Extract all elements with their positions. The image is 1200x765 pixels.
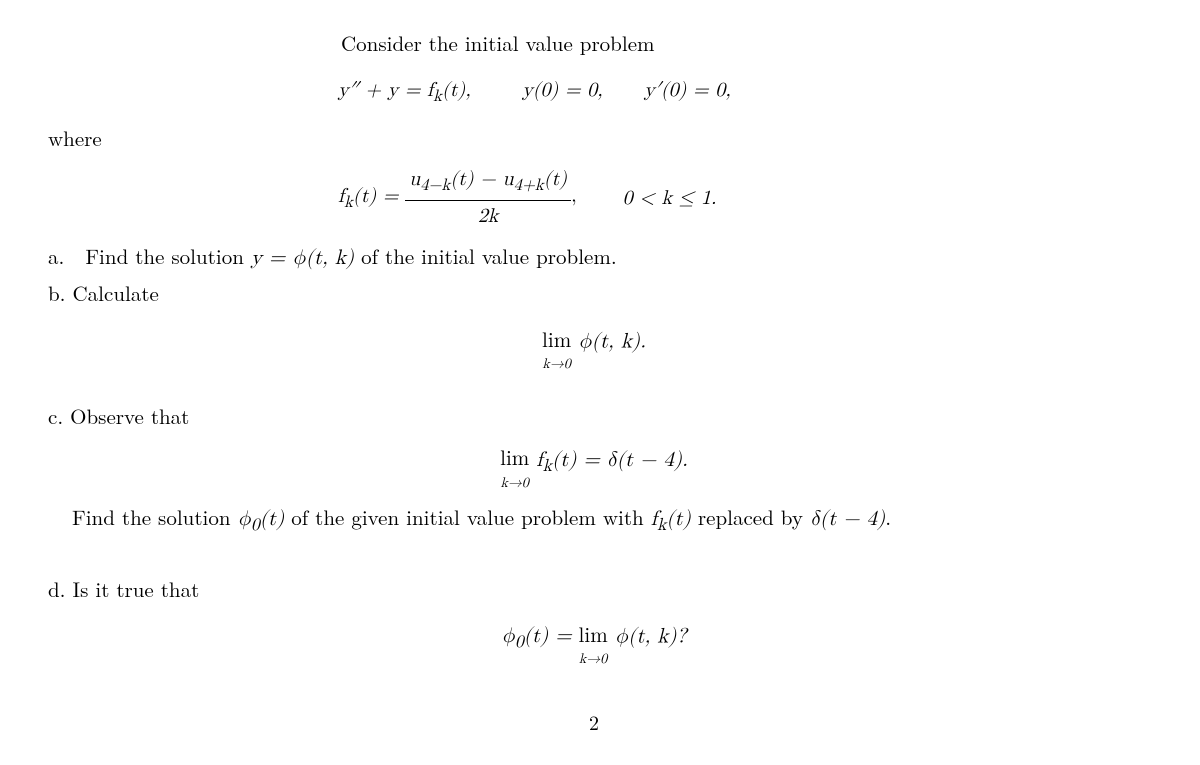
part-d-expr: ϕ(t, k)?: [615, 626, 687, 647]
fk-definition-row: fk(t) = u4−k(t) − u4+k(t) 2k , 0 < k ≤ 1…: [338, 166, 1140, 229]
part-d-label: d. Is it true that: [48, 574, 199, 604]
part-c-expression: lim k→0 fk(t) = δ(t − 4).: [48, 446, 1140, 491]
fk-prefix: fk(t) =: [338, 186, 405, 206]
part-d-expression: ϕ0(t) = lim k→0 ϕ(t, k)?: [48, 623, 1140, 668]
ode-equation-row: y″ + y = fk(t), y(0) = 0, y′(0) = 0,: [338, 75, 1140, 109]
part-b-lim: lim: [542, 328, 571, 355]
fk-fraction: u4−k(t) − u4+k(t) 2k: [405, 166, 571, 229]
part-c-followup: Find the solution ϕ0(t) of the given ini…: [72, 504, 1140, 538]
part-b-label: b. Calculate: [48, 278, 159, 308]
fk-denominator: 2k: [405, 201, 571, 229]
fk-numerator: u4−k(t) − u4+k(t): [405, 166, 571, 201]
part-b-expression: lim k→0 ϕ(t, k).: [48, 328, 1140, 373]
ode-lhs: y″ + y = fk(t),: [338, 80, 471, 100]
ode-ic2: y′(0) = 0,: [644, 80, 731, 100]
where-label: where: [48, 125, 1140, 152]
part-a: a. Find the solution y = ϕ(t, k) of the …: [48, 243, 1140, 272]
part-c-lim: lim: [500, 446, 529, 473]
part-c-label: c. Observe that: [48, 401, 189, 431]
part-d: d. Is it true that ϕ0(t) = lim k→0 ϕ(t, …: [48, 576, 1140, 669]
part-c-lim-sub: k→0: [500, 474, 529, 492]
part-d-lim: lim: [579, 623, 608, 650]
part-b-lim-sub: k→0: [542, 355, 571, 373]
part-c: c. Observe that lim k→0 fk(t) = δ(t − 4)…: [48, 403, 1140, 538]
part-d-lhs: ϕ0(t) =: [502, 626, 579, 647]
part-b-expr: ϕ(t, k).: [578, 331, 646, 352]
part-d-lim-sub: k→0: [579, 650, 608, 668]
page-number: 2: [48, 709, 1140, 735]
fk-condition: 0 < k ≤ 1.: [623, 185, 717, 211]
problem-intro: Consider the initial value problem: [341, 30, 1140, 57]
part-b: b. Calculate lim k→0 ϕ(t, k).: [48, 280, 1140, 373]
ode-ic1: y(0) = 0,: [522, 80, 603, 100]
part-c-expr: fk(t) = δ(t − 4).: [536, 450, 688, 471]
